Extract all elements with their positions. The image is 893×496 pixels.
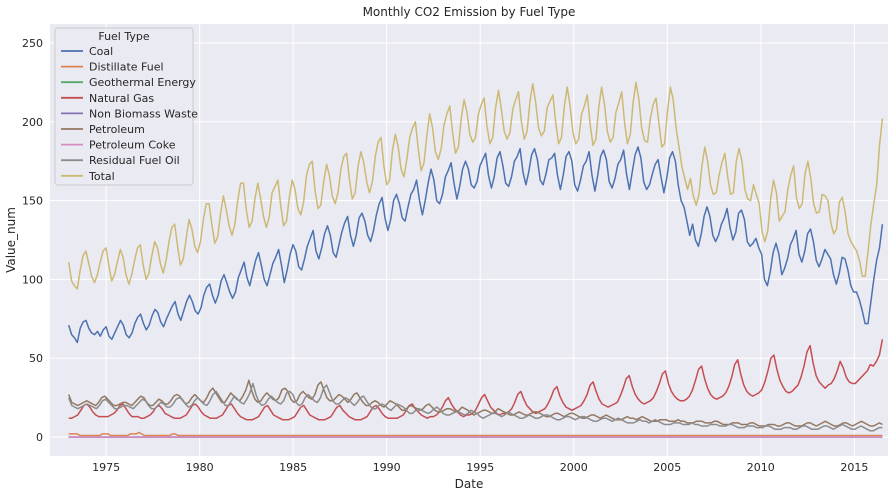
y-axis-label: Value_num: [4, 207, 18, 273]
x-tick-label: 2000: [560, 461, 588, 474]
legend-box: [54, 27, 194, 186]
y-tick-label: 200: [22, 116, 43, 129]
y-tick-labels: 0 50 100 150 200 250: [22, 37, 43, 444]
legend-label-petroleum-coke: Petroleum Coke: [89, 139, 176, 152]
legend-label-coal: Coal: [89, 45, 113, 58]
y-tick-label: 0: [36, 431, 43, 444]
legend-items: Coal Distillate Fuel Geothermal Energy Natu…: [61, 45, 198, 183]
x-tick-label: 2010: [747, 461, 775, 474]
series-line-coal: [67, 146, 884, 344]
series-line-natural-gas: [68, 339, 884, 421]
legend-label-residual-fuel-oil: Residual Fuel Oil: [89, 154, 180, 167]
legend: Fuel Type Coal Distillate Fuel Geothermal …: [54, 27, 198, 186]
legend-label-distillate-fuel: Distillate Fuel: [89, 61, 164, 74]
x-tick-label: 2015: [840, 461, 868, 474]
y-tick-label: 250: [22, 37, 43, 50]
x-axis-label: Date: [455, 477, 484, 491]
x-tick-label: 1975: [92, 461, 120, 474]
series-line-petroleum: [67, 379, 883, 427]
y-tick-label: 100: [22, 273, 43, 286]
x-tick-label: 1995: [466, 461, 494, 474]
series-line-total: [67, 81, 884, 290]
series-line-distillate-fuel: [68, 431, 883, 437]
legend-title: Fuel Type: [98, 30, 150, 43]
legend-label-natural-gas: Natural Gas: [89, 92, 154, 105]
x-tick-label: 1985: [279, 461, 307, 474]
legend-label-total: Total: [88, 170, 115, 183]
x-tick-label: 2005: [653, 461, 681, 474]
y-tick-label: 50: [29, 352, 43, 365]
x-tick-label: 1990: [373, 461, 401, 474]
x-tick-labels: 1975 1980 1985 1990 1995 2000 2005 2010 2015: [92, 461, 868, 474]
series-line-residual-fuel-oil: [68, 382, 883, 432]
legend-label-non-biomass-waste: Non Biomass Waste: [89, 107, 198, 120]
y-tick-label: 150: [22, 195, 43, 208]
legend-label-geothermal-energy: Geothermal Energy: [89, 76, 196, 89]
legend-label-petroleum: Petroleum: [89, 123, 145, 136]
series-lines: [67, 81, 884, 438]
chart-title: Monthly CO2 Emission by Fuel Type: [363, 5, 576, 19]
x-tick-label: 1980: [186, 461, 214, 474]
